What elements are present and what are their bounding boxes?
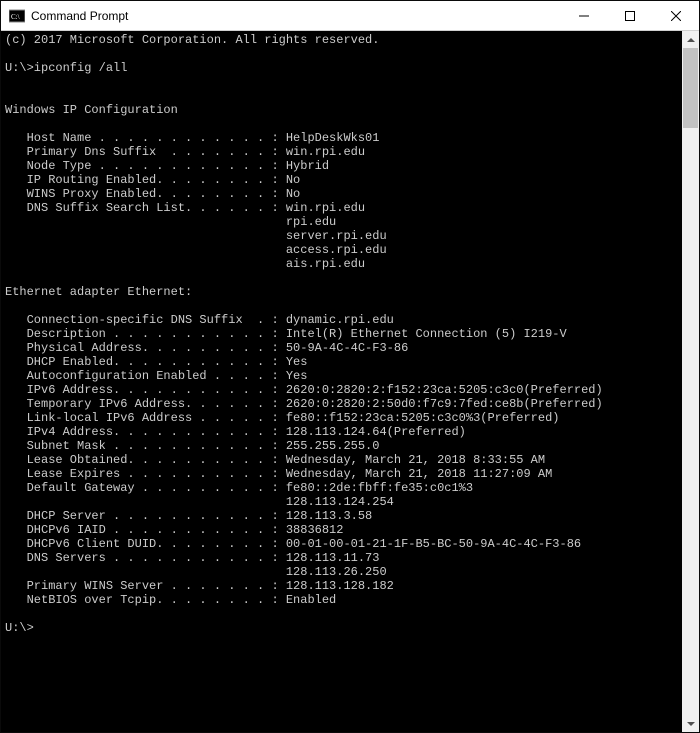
output-line: Lease Obtained. . . . . . . . . . : Wedn… <box>5 453 545 467</box>
output-line: Link-local IPv6 Address . . . . . : fe80… <box>5 411 560 425</box>
prompt-line: U:\> <box>5 621 34 635</box>
titlebar[interactable]: C:\ Command Prompt <box>1 1 699 31</box>
output-line: WINS Proxy Enabled. . . . . . . . : No <box>5 187 300 201</box>
output-line: 128.113.124.254 <box>5 495 394 509</box>
output-line: Connection-specific DNS Suffix . : dynam… <box>5 313 394 327</box>
console-output[interactable]: (c) 2017 Microsoft Corporation. All righ… <box>1 31 682 732</box>
output-line: DNS Servers . . . . . . . . . . . : 128.… <box>5 551 379 565</box>
command-prompt-window: C:\ Command Prompt (c) 2017 Microsoft Co… <box>0 0 700 733</box>
console-area: (c) 2017 Microsoft Corporation. All righ… <box>1 31 699 732</box>
window-title: Command Prompt <box>31 9 561 23</box>
section-header: Ethernet adapter Ethernet: <box>5 285 192 299</box>
maximize-button[interactable] <box>607 1 653 30</box>
output-line: DHCP Enabled. . . . . . . . . . . : Yes <box>5 355 307 369</box>
output-line: Primary Dns Suffix . . . . . . . : win.r… <box>5 145 365 159</box>
scroll-up-arrow-icon[interactable] <box>682 31 699 48</box>
output-line: ais.rpi.edu <box>5 257 365 271</box>
output-line: IPv4 Address. . . . . . . . . . . : 128.… <box>5 425 466 439</box>
scroll-down-arrow-icon[interactable] <box>682 715 699 732</box>
output-line: access.rpi.edu <box>5 243 387 257</box>
svg-text:C:\: C:\ <box>11 13 20 21</box>
output-line: DHCPv6 Client DUID. . . . . . . . : 00-0… <box>5 537 581 551</box>
output-line: DHCP Server . . . . . . . . . . . : 128.… <box>5 509 372 523</box>
output-line: Temporary IPv6 Address. . . . . . : 2620… <box>5 397 603 411</box>
output-line: Autoconfiguration Enabled . . . . : Yes <box>5 369 307 383</box>
output-line: rpi.edu <box>5 215 336 229</box>
output-line: Lease Expires . . . . . . . . . . : Wedn… <box>5 467 552 481</box>
output-line: DHCPv6 IAID . . . . . . . . . . . : 3883… <box>5 523 343 537</box>
window-controls <box>561 1 699 30</box>
output-line: server.rpi.edu <box>5 229 387 243</box>
output-line: Physical Address. . . . . . . . . : 50-9… <box>5 341 408 355</box>
output-line: Description . . . . . . . . . . . : Inte… <box>5 327 567 341</box>
minimize-button[interactable] <box>561 1 607 30</box>
section-header: Windows IP Configuration <box>5 103 178 117</box>
output-line: Default Gateway . . . . . . . . . : fe80… <box>5 481 473 495</box>
cmd-icon: C:\ <box>9 8 25 24</box>
output-line: Subnet Mask . . . . . . . . . . . : 255.… <box>5 439 379 453</box>
output-line: Node Type . . . . . . . . . . . . : Hybr… <box>5 159 329 173</box>
output-line: DNS Suffix Search List. . . . . . : win.… <box>5 201 365 215</box>
output-line: IP Routing Enabled. . . . . . . . : No <box>5 173 300 187</box>
vertical-scrollbar[interactable] <box>682 31 699 732</box>
close-button[interactable] <box>653 1 699 30</box>
output-line: 128.113.26.250 <box>5 565 387 579</box>
output-line: NetBIOS over Tcpip. . . . . . . . : Enab… <box>5 593 336 607</box>
scroll-thumb[interactable] <box>683 48 698 128</box>
output-line: Host Name . . . . . . . . . . . . : Help… <box>5 131 379 145</box>
output-line: Primary WINS Server . . . . . . . : 128.… <box>5 579 394 593</box>
output-line: IPv6 Address. . . . . . . . . . . : 2620… <box>5 383 603 397</box>
prompt-line: U:\>ipconfig /all <box>5 61 127 75</box>
output-line: (c) 2017 Microsoft Corporation. All righ… <box>5 33 379 47</box>
